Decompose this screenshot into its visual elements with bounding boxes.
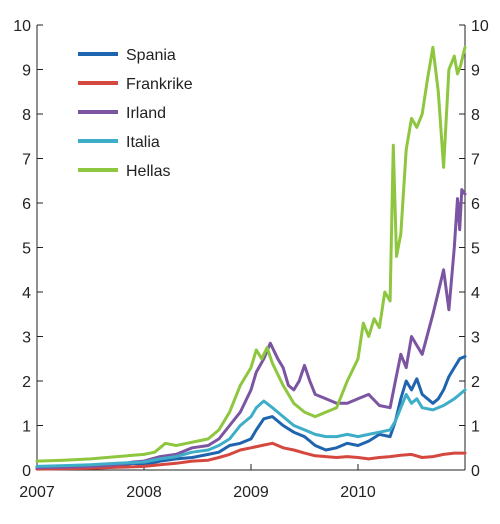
y-tick-label-right: 0 — [471, 463, 480, 480]
y-tick-label-right: 5 — [471, 241, 480, 258]
legend: Spania Frankrike Irland Italia Hellas — [78, 47, 193, 180]
legend-label-spania: Spania — [126, 47, 176, 64]
y-tick-label-left: 8 — [22, 107, 31, 124]
legend-label-irland: Irland — [126, 105, 166, 122]
y-tick-label-right: 2 — [471, 374, 480, 391]
x-tick-label: 2009 — [233, 484, 269, 501]
series-line-irland — [35, 188, 467, 470]
y-tick-label-left: 6 — [22, 196, 31, 213]
series-line-italia — [35, 388, 467, 468]
y-tick-label-right: 1 — [471, 419, 480, 436]
y-tick-label-left: 0 — [22, 463, 31, 480]
series-line-spania — [35, 355, 467, 471]
y-tick-label-right: 3 — [471, 330, 480, 347]
series-line-frankrike — [35, 441, 467, 471]
series-lines — [35, 45, 467, 471]
x-tick-label: 2007 — [19, 484, 55, 501]
legend-label-hellas: Hellas — [126, 163, 170, 180]
x-tick-label: 2010 — [340, 484, 376, 501]
y-tick-label-left: 10 — [13, 18, 31, 35]
y-tick-label-right: 7 — [471, 152, 480, 169]
y-axis-left-ticks: 0 1 2 3 4 5 6 7 8 9 10 — [13, 18, 43, 480]
y-tick-label-right: 6 — [471, 196, 480, 213]
y-tick-label-left: 4 — [22, 285, 31, 302]
y-tick-label-right: 8 — [471, 107, 480, 124]
y-tick-label-right: 10 — [471, 18, 489, 35]
series-line-hellas — [35, 45, 467, 463]
y-tick-label-left: 3 — [22, 330, 31, 347]
y-tick-label-left: 9 — [22, 63, 31, 80]
y-axis-right-ticks: 0 1 2 3 4 5 6 7 8 9 10 — [459, 18, 489, 480]
legend-label-italia: Italia — [126, 134, 160, 151]
y-tick-label-left: 1 — [22, 419, 31, 436]
y-tick-label-left: 5 — [22, 241, 31, 258]
y-tick-label-right: 4 — [471, 285, 480, 302]
y-tick-label-left: 2 — [22, 374, 31, 391]
y-tick-label-right: 9 — [471, 63, 480, 80]
x-axis-ticks: 2007 2008 2009 2010 — [19, 464, 376, 501]
x-tick-label: 2008 — [126, 484, 162, 501]
y-tick-label-left: 7 — [22, 152, 31, 169]
legend-label-frankrike: Frankrike — [126, 76, 193, 93]
